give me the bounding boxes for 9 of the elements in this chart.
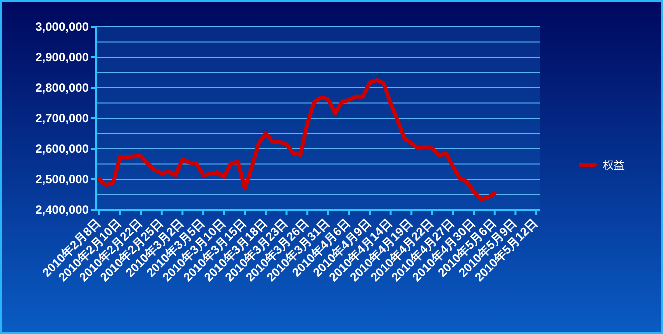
y-tick-label: 2,500,000 bbox=[36, 172, 90, 187]
y-tick-label: 2,700,000 bbox=[36, 112, 90, 126]
legend-label: 权益 bbox=[602, 160, 625, 172]
line-series bbox=[97, 78, 497, 202]
y-tick-label: 2,800,000 bbox=[36, 81, 90, 96]
y-tick-label: 3,000,000 bbox=[36, 20, 90, 34]
y-tick-label: 2,900,000 bbox=[36, 50, 90, 65]
y-tick-label: 2,600,000 bbox=[36, 142, 90, 156]
y-tick-label: 2,400,000 bbox=[36, 203, 90, 218]
